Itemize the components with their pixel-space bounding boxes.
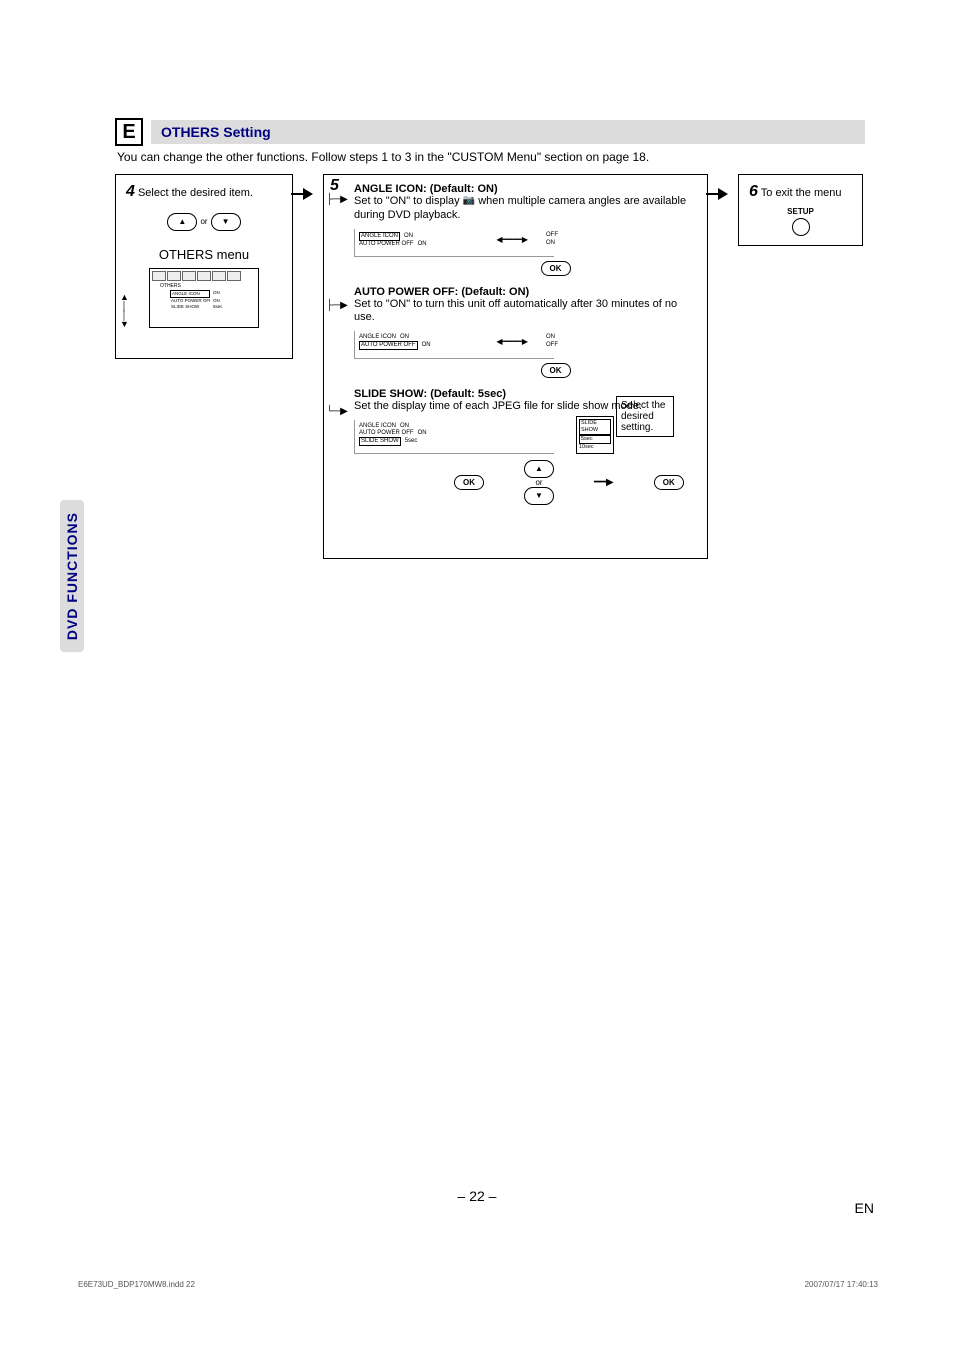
- setting-auto-power-off: AUTO POWER OFF: (Default: ON) Set to "ON…: [334, 286, 697, 379]
- step-4-number: 4: [126, 183, 135, 200]
- up-button[interactable]: ▲: [167, 213, 197, 231]
- sidebar-tab: DVD FUNCTIONS: [60, 500, 84, 652]
- page-language: EN: [855, 1200, 874, 1216]
- doc-footer: E6E73UD_BDP170MW8.indd 22 2007/07/17 17:…: [78, 1280, 878, 1289]
- slide-ok-row: OK ▲ or ▼ ━━▶ OK: [454, 460, 697, 505]
- down-button[interactable]: ▼: [211, 213, 241, 231]
- setting-title: ANGLE ICON: (Default: ON): [354, 183, 697, 195]
- setup-label: SETUP: [749, 207, 852, 216]
- section-description: You can change the other functions. Foll…: [115, 150, 865, 164]
- others-menu-title: OTHERS menu: [126, 247, 282, 262]
- ok-button[interactable]: OK: [541, 363, 571, 378]
- setting-diagram: ANGLE ICONON AUTO POWER OFFON SLIDE SHOW…: [354, 420, 554, 454]
- ok-button[interactable]: OK: [541, 261, 571, 276]
- others-mini-screen: OTHERS ANGLE ICONON AUTO POWER OFFON SLI…: [149, 268, 259, 328]
- mini-section-label: OTHERS: [160, 283, 256, 289]
- page-content: E OTHERS Setting You can change the othe…: [115, 118, 865, 559]
- step-4-box: 4 Select the desired item. ▲ or ▼ OTHERS…: [115, 174, 293, 359]
- step-flow: 4 Select the desired item. ▲ or ▼ OTHERS…: [115, 174, 865, 559]
- branch-arrows-icon: ├─▶ ├─▶ └─▶: [326, 195, 348, 417]
- flow-arrow-2: [708, 174, 738, 214]
- right-arrow-icon: ━━▶: [594, 477, 614, 488]
- page-number: – 22 –: [0, 1188, 954, 1204]
- mini-row: SLIDE SHOW5sec: [170, 304, 256, 310]
- setting-diagram: ANGLE ICONON AUTO POWER OFFON ◀━━━━▶ OFF…: [354, 229, 554, 257]
- section-title: OTHERS Setting: [151, 120, 865, 144]
- setting-title: AUTO POWER OFF: (Default: ON): [354, 286, 697, 298]
- step-5-box: 5 ├─▶ ├─▶ └─▶ ANGLE ICON: (Default: ON) …: [323, 174, 708, 559]
- setting-desc: Set to "ON" to turn this unit off automa…: [354, 298, 697, 326]
- or-label: or: [524, 478, 554, 487]
- setup-button[interactable]: [792, 218, 810, 236]
- doc-timestamp: 2007/07/17 17:40:13: [805, 1280, 878, 1289]
- slide-popup: SLIDE SHOW 5sec 10sec: [576, 416, 614, 454]
- nav-or-label: or: [200, 217, 207, 226]
- section-header: E OTHERS Setting: [115, 118, 865, 146]
- ok-button[interactable]: OK: [454, 475, 484, 490]
- slide-instruction: Select the desired setting.: [616, 396, 674, 437]
- mini-row: ANGLE ICONON: [170, 290, 256, 298]
- step-6-number: 6: [749, 183, 758, 200]
- setting-angle-icon: ANGLE ICON: (Default: ON) Set to "ON" to…: [334, 183, 697, 276]
- section-letter-box: E: [115, 118, 143, 146]
- doc-filename: E6E73UD_BDP170MW8.indd 22: [78, 1280, 195, 1289]
- up-button[interactable]: ▲: [524, 460, 554, 478]
- step-5-number: 5: [330, 177, 339, 195]
- step-4-text: Select the desired item.: [138, 187, 253, 199]
- flow-arrow-1: [293, 174, 323, 214]
- ok-button[interactable]: OK: [654, 475, 684, 490]
- step-4-navigation: ▲ or ▼: [126, 213, 282, 231]
- step-6-text: To exit the menu: [761, 187, 842, 199]
- camera-icon: 📷: [463, 195, 475, 208]
- lr-arrow-icon: ◀━━━━▶: [496, 337, 528, 346]
- down-button[interactable]: ▼: [524, 487, 554, 505]
- setting-desc: Set to "ON" to display 📷 when multiple c…: [354, 195, 697, 223]
- lr-arrow-icon: ◀━━━━▶: [496, 235, 528, 244]
- setting-slide-show: SLIDE SHOW: (Default: 5sec) Set the disp…: [334, 388, 697, 505]
- setting-diagram: ANGLE ICONON AUTO POWER OFFON ◀━━━━▶ ONO…: [354, 331, 554, 359]
- nav-arrows-icon: ▲││▼: [120, 293, 129, 329]
- step-6-box: 6 To exit the menu SETUP: [738, 174, 863, 246]
- mini-tabs: [152, 271, 256, 281]
